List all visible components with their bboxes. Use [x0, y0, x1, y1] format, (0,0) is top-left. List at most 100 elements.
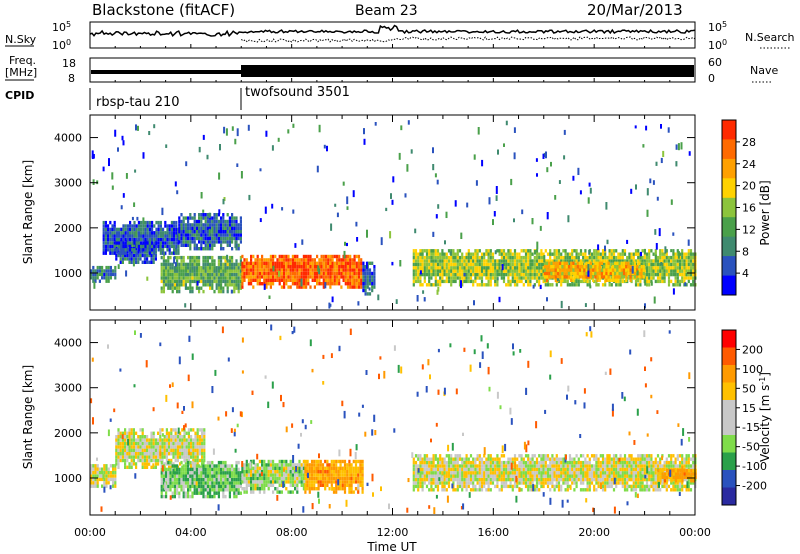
heatmap-cell [193, 471, 196, 475]
heatmap-cell [585, 271, 588, 276]
heatmap-cell [187, 216, 190, 220]
heatmap-cell [452, 272, 455, 277]
heatmap-cell [354, 470, 358, 474]
heatmap-cell [133, 237, 136, 242]
heatmap-cell [169, 471, 172, 475]
heatmap-cell [258, 473, 261, 477]
heatmap-cell [178, 286, 181, 290]
heatmap-cell [109, 231, 112, 235]
heatmap-cell [622, 261, 626, 265]
heatmap-cell [217, 289, 220, 294]
heatmap-cell [190, 441, 193, 446]
heatmap-cell [105, 279, 108, 283]
heatmap-cell [160, 494, 163, 499]
heatmap-cell [237, 279, 240, 284]
heatmap-cell [513, 266, 517, 270]
heatmap-cell [184, 269, 187, 273]
heatmap-cell [441, 252, 444, 256]
heatmap-cell [228, 477, 231, 482]
heatmap-cell [620, 268, 623, 272]
heatmap-cell [692, 272, 695, 277]
heatmap-cell [412, 474, 415, 478]
heatmap-cell [414, 464, 418, 468]
heatmap-cell [189, 262, 192, 267]
heatmap-cell [215, 484, 218, 489]
heatmap-cell [183, 438, 186, 442]
heatmap-cell [222, 491, 225, 495]
heatmap-cell [316, 268, 319, 272]
heatmap-cell [524, 276, 528, 280]
scatter-cell [644, 303, 646, 309]
heatmap-cell [606, 255, 609, 260]
heatmap-cell [332, 476, 336, 481]
heatmap-cell [338, 254, 341, 259]
heatmap-cell [683, 262, 686, 267]
heatmap-cell [126, 458, 129, 463]
heatmap-cell [231, 255, 234, 260]
heatmap-cell [491, 276, 495, 280]
heatmap-cell [285, 275, 288, 279]
heatmap-cell [674, 252, 677, 256]
heatmap-cell [187, 441, 190, 446]
heatmap-cell [90, 276, 93, 280]
heatmap-cell [441, 279, 444, 284]
heatmap-cell [120, 234, 123, 238]
heatmap-cell [430, 272, 433, 277]
scatter-cell [389, 231, 392, 239]
heatmap-cell [195, 219, 198, 224]
heatmap-cell [285, 282, 288, 286]
heatmap-cell [467, 262, 470, 267]
heatmap-cell [213, 259, 216, 263]
heatmap-cell [681, 262, 684, 267]
heatmap-cell [239, 491, 242, 495]
heatmap-cell [180, 467, 183, 472]
scatter-cell [546, 167, 549, 173]
heatmap-cell [198, 441, 201, 446]
heatmap-cell [228, 484, 231, 489]
heatmap-cell [113, 248, 116, 252]
heatmap-cell [474, 259, 477, 263]
heatmap-cell [633, 261, 637, 265]
heatmap-cell [463, 255, 466, 260]
heatmap-cell [520, 276, 523, 280]
heatmap-cell [258, 480, 261, 484]
heatmap-cell [135, 445, 138, 449]
heatmap-cell [256, 466, 259, 470]
heatmap-cell [182, 467, 185, 472]
heatmap-cell [167, 259, 170, 263]
heatmap-cell [432, 460, 435, 465]
heatmap-cell [318, 282, 321, 286]
heatmap-cell [90, 272, 93, 277]
heatmap-cell [139, 435, 142, 439]
heatmap-cell [252, 261, 255, 265]
heatmap-cell [211, 216, 214, 220]
heatmap-cell [195, 236, 198, 241]
heatmap-cell [645, 266, 649, 270]
heatmap-cell [524, 255, 528, 260]
heatmap-cell [191, 474, 194, 478]
heatmap-cell [434, 262, 437, 267]
heatmap-cell [211, 494, 214, 499]
heatmap-cell [306, 459, 309, 464]
heatmap-cell [162, 471, 165, 475]
heatmap-cell [476, 255, 479, 260]
heatmap-cell [587, 261, 590, 265]
heatmap-cell [278, 476, 281, 481]
heatmap-cell [245, 473, 248, 477]
scatter-cell [323, 144, 326, 149]
heatmap-cell [316, 254, 319, 259]
heatmap-cell [231, 471, 234, 475]
heatmap-cell [545, 271, 549, 276]
heatmap-cell [337, 459, 340, 464]
heatmap-cell [183, 445, 186, 449]
heatmap-cell [162, 269, 165, 273]
heatmap-cell [160, 467, 163, 472]
heatmap-cell [357, 470, 360, 474]
heatmap-cell [597, 259, 600, 263]
heatmap-cell [168, 237, 171, 242]
heatmap-cell [291, 271, 294, 276]
heatmap-cell [165, 283, 168, 287]
heatmap-cell [94, 477, 97, 482]
heatmap-cell [417, 269, 420, 273]
heatmap-cell [182, 233, 185, 237]
